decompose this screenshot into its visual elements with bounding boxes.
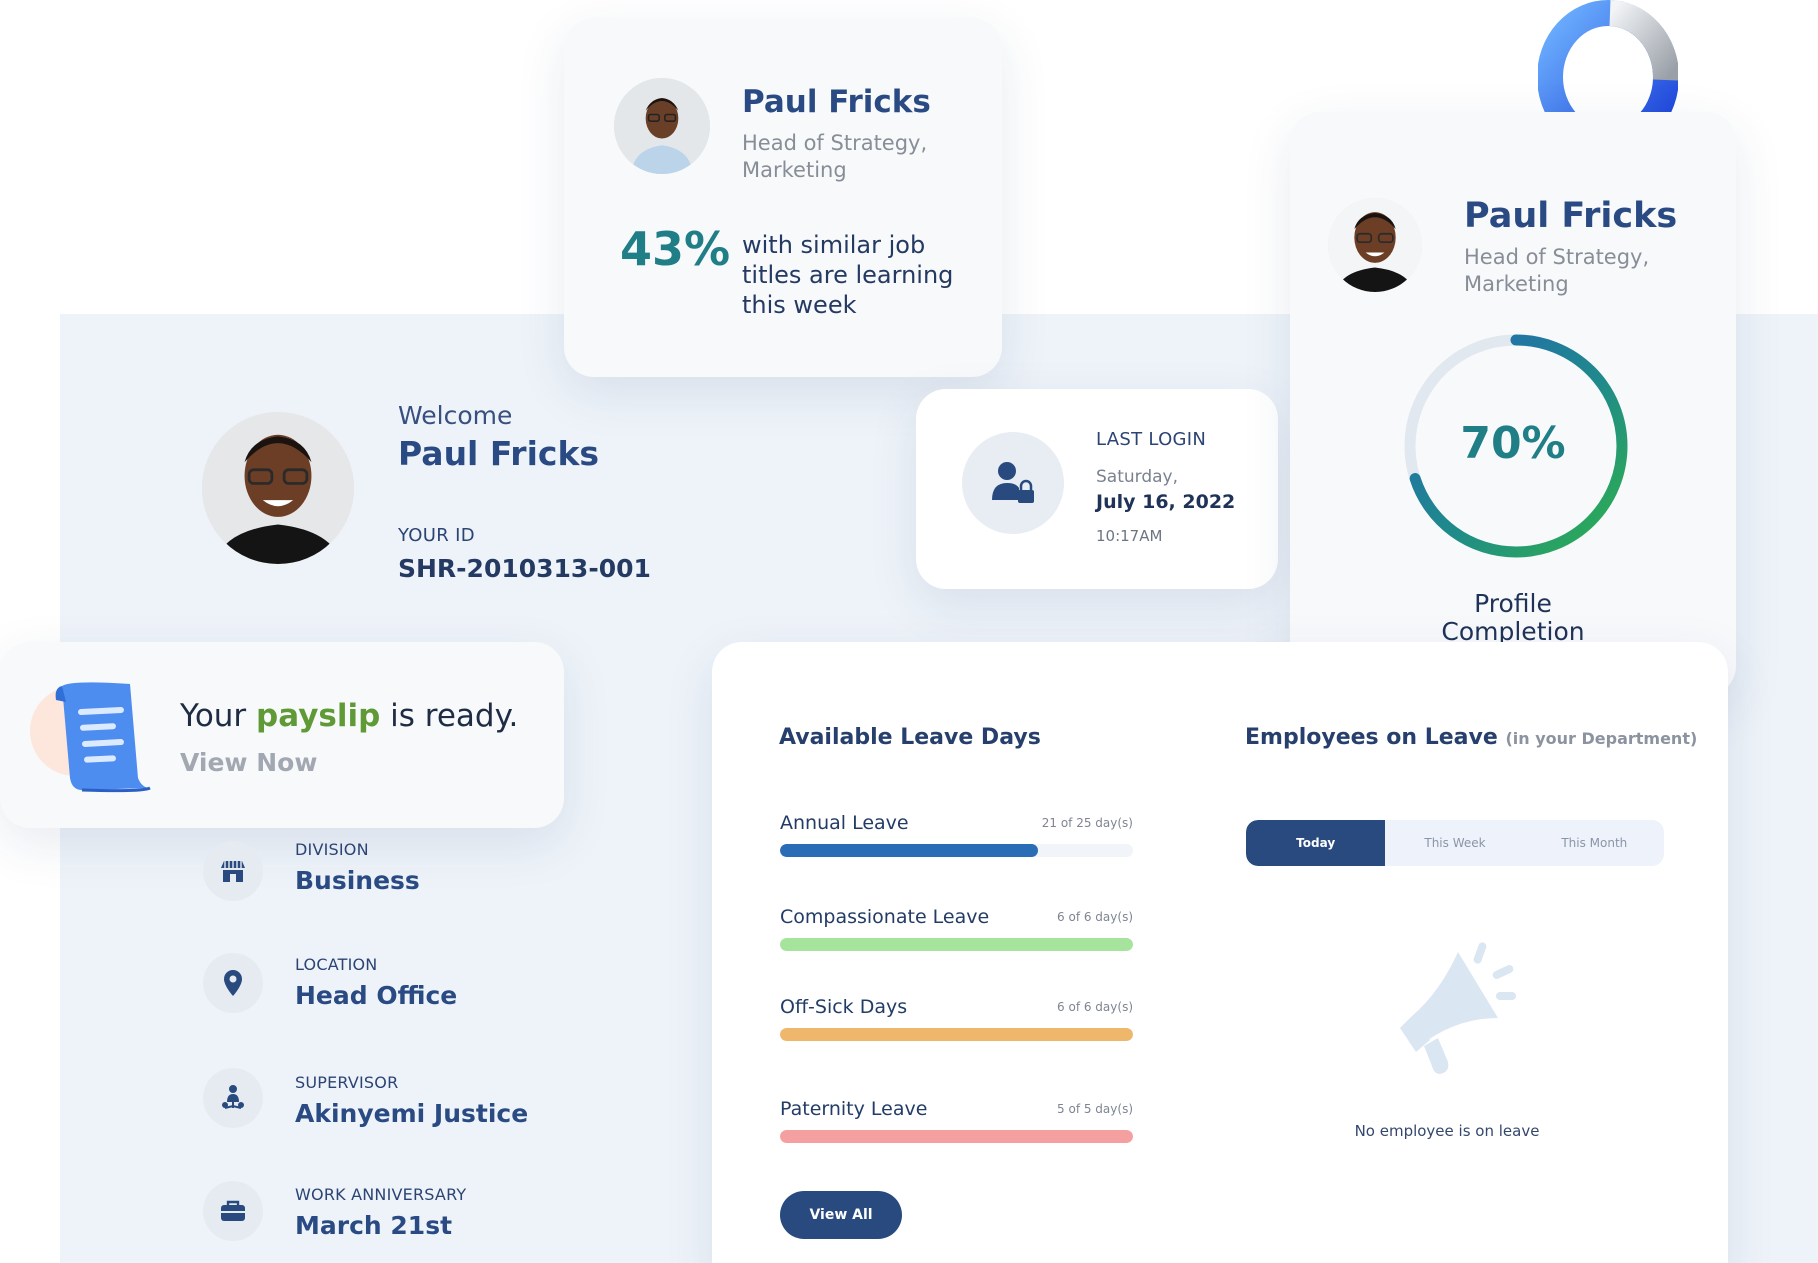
similar-text-line-1: with similar job	[742, 231, 926, 259]
payslip-message: Your payslip is ready.	[180, 698, 518, 734]
employee-role-line-2: Marketing	[742, 158, 847, 182]
last-login-time: 10:17AM	[1096, 527, 1163, 545]
leave-name-paternity: Paternity Leave	[780, 1098, 928, 1120]
completion-label-line-1: Profile	[1474, 589, 1552, 618]
leave-bar-annual	[780, 844, 1133, 857]
completion-ring	[1404, 334, 1628, 558]
payslip-card[interactable]: Your payslip is ready. View Now	[0, 642, 564, 828]
profile-role-line-2: Marketing	[1464, 272, 1569, 296]
supervisor-icon	[203, 1068, 263, 1128]
payslip-suffix: is ready.	[380, 698, 519, 734]
tab-this-month[interactable]: This Month	[1561, 836, 1628, 850]
view-now-link[interactable]: View Now	[180, 748, 318, 777]
leave-bar-fill-compassionate	[780, 938, 1133, 951]
no-employee-message: No employee is on leave	[1354, 1122, 1540, 1140]
similar-text-line-2: titles are learning	[742, 261, 954, 289]
megaphone-icon	[1400, 942, 1516, 1074]
employee-role-line-1: Head of Strategy,	[742, 131, 928, 155]
similar-percent: 43%	[620, 222, 731, 276]
completion-ring-progress	[1404, 334, 1628, 558]
available-leave-title: Available Leave Days	[779, 725, 1041, 750]
location-label: LOCATION	[295, 955, 378, 974]
leave-count-annual: 21 of 25 day(s)	[1041, 816, 1133, 830]
store-icon	[203, 841, 263, 901]
leave-count-off-sick: 6 of 6 day(s)	[1057, 1000, 1133, 1014]
leave-period-tabs: Today This Week This Month	[1246, 820, 1664, 866]
last-login-label: LAST LOGIN	[1096, 429, 1207, 450]
leave-name-off-sick: Off-Sick Days	[780, 996, 908, 1018]
leave-bar-paternity	[780, 1130, 1133, 1143]
supervisor-value: Akinyemi Justice	[295, 1099, 529, 1128]
tab-this-week[interactable]: This Week	[1424, 836, 1486, 850]
location-pin-icon	[203, 953, 263, 1013]
leave-bar-fill-annual	[780, 844, 1038, 857]
completion-label-line-2: Completion	[1441, 617, 1585, 646]
anniversary-label: WORK ANNIVERSARY	[295, 1185, 467, 1204]
profile-role-line-1: Head of Strategy,	[1464, 245, 1650, 269]
employees-on-leave-subtitle: (in your Department)	[1505, 729, 1698, 748]
payslip-highlight: payslip	[256, 698, 381, 734]
payslip-prefix: Your	[180, 698, 257, 734]
profile-name: Paul Fricks	[1464, 196, 1678, 236]
leave-name-compassionate: Compassionate Leave	[780, 906, 990, 928]
tab-today[interactable]: Today	[1246, 820, 1386, 866]
leave-count-compassionate: 6 of 6 day(s)	[1057, 910, 1133, 924]
last-login-date: July 16, 2022	[1096, 491, 1236, 513]
leave-bar-fill-off-sick	[780, 1028, 1133, 1041]
division-value: Business	[295, 866, 420, 895]
welcome-name: Paul Fricks	[398, 434, 600, 473]
leave-card	[712, 642, 1728, 1263]
profile-completion-card: Paul Fricks Head of Strategy, Marketing …	[1290, 112, 1736, 696]
briefcase-icon	[203, 1181, 263, 1241]
employees-on-leave-heading: Employees on Leave	[1245, 725, 1498, 750]
employee-name: Paul Fricks	[742, 84, 931, 120]
user-lock-icon	[962, 432, 1064, 534]
anniversary-value: March 21st	[295, 1211, 453, 1240]
employees-on-leave-title: Employees on Leave (in your Department)	[1245, 725, 1697, 750]
your-id-label: YOUR ID	[398, 525, 475, 546]
similar-text-line-3: this week	[742, 291, 857, 319]
avatar	[614, 78, 710, 174]
location-value: Head Office	[295, 981, 458, 1010]
leave-bar-off-sick	[780, 1028, 1133, 1041]
last-login-day: Saturday,	[1096, 467, 1179, 487]
last-login-card: LAST LOGIN Saturday, July 16, 2022 10:17…	[916, 389, 1278, 589]
leave-bar-fill-paternity	[780, 1130, 1133, 1143]
supervisor-label: SUPERVISOR	[295, 1073, 399, 1092]
similar-job-card: Paul Fricks Head of Strategy, Marketing …	[564, 18, 1002, 377]
welcome-avatar	[202, 412, 354, 564]
view-all-button[interactable]: View All	[780, 1191, 902, 1239]
leave-count-paternity: 5 of 5 day(s)	[1057, 1102, 1133, 1116]
leave-bar-compassionate	[780, 938, 1133, 951]
profile-avatar	[1328, 198, 1422, 292]
welcome-label: Welcome	[398, 401, 513, 430]
your-id-value: SHR-2010313-001	[398, 554, 651, 583]
completion-percent: 70%	[1460, 418, 1566, 469]
division-label: DIVISION	[295, 840, 369, 859]
payslip-scroll-icon	[55, 682, 151, 793]
leave-name-annual: Annual Leave	[780, 812, 909, 834]
